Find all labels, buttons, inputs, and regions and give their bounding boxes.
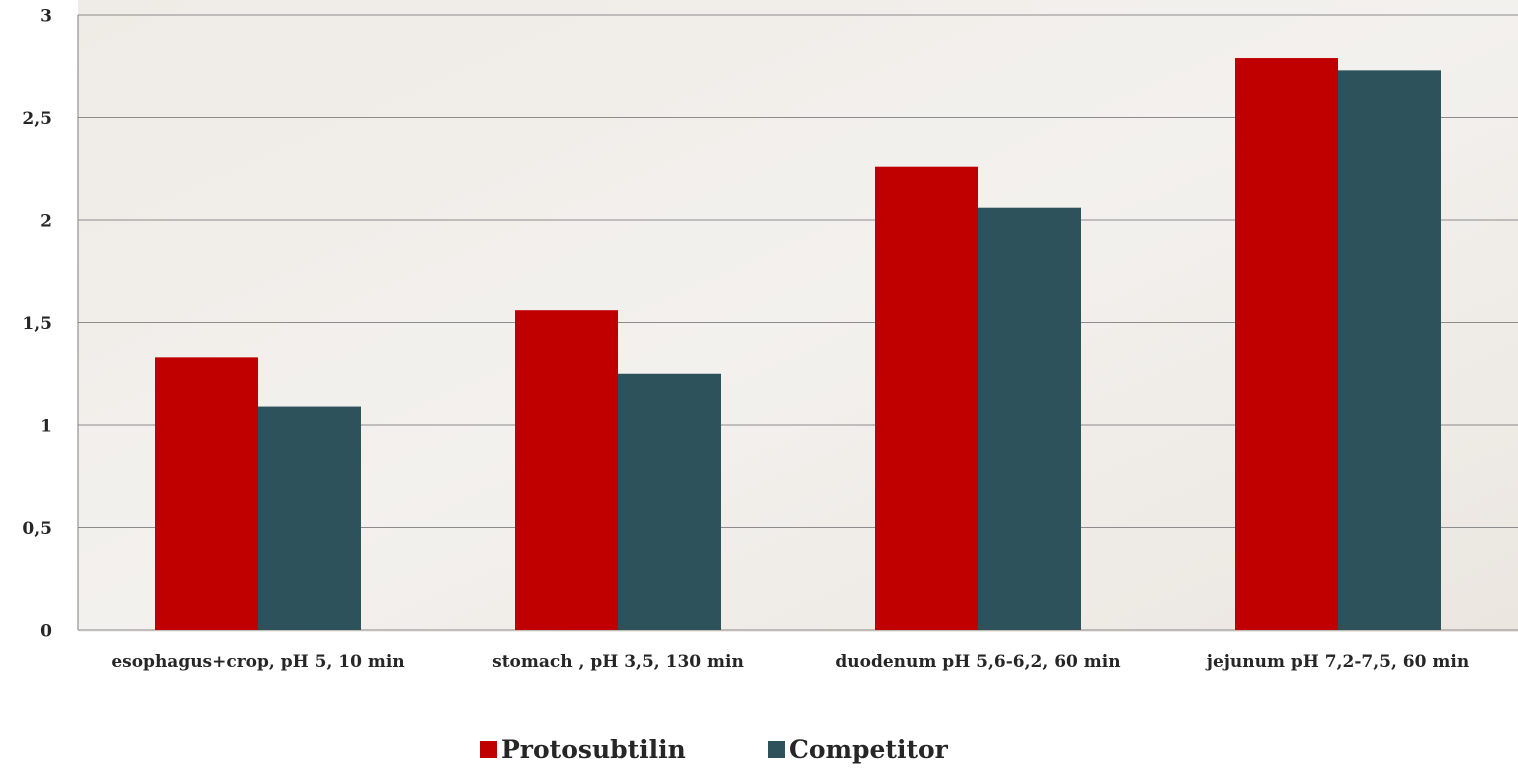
legend-label: Competitor — [789, 735, 948, 764]
y-tick-label: 0,5 — [22, 519, 52, 539]
bar — [155, 357, 258, 630]
y-tick-label: 2 — [40, 212, 52, 232]
bar — [875, 166, 978, 630]
x-tick-label: esophagus+crop, pH 5, 10 min — [111, 652, 405, 672]
bar — [258, 406, 361, 630]
bar — [1235, 58, 1338, 631]
x-tick-label: jejunum pH 7,2-7,5, 60 min — [1206, 652, 1470, 672]
y-tick-label: 1,5 — [22, 314, 52, 334]
legend-label: Protosubtilin — [501, 735, 686, 764]
y-tick-label: 0 — [40, 622, 52, 642]
y-tick-label: 3 — [40, 7, 52, 27]
bar — [618, 373, 721, 630]
legend-swatch — [480, 741, 497, 758]
y-tick-label: 1 — [40, 417, 52, 437]
bar — [515, 310, 618, 630]
x-tick-label: stomach , pH 3,5, 130 min — [492, 652, 744, 672]
x-tick-label: duodenum pH 5,6-6,2, 60 min — [835, 652, 1121, 672]
legend-item: Competitor — [768, 735, 948, 764]
y-tick-label: 2,5 — [22, 109, 52, 129]
legend-item: Protosubtilin — [480, 735, 686, 764]
legend-swatch — [768, 741, 785, 758]
bar — [978, 207, 1081, 630]
bar — [1338, 70, 1441, 631]
